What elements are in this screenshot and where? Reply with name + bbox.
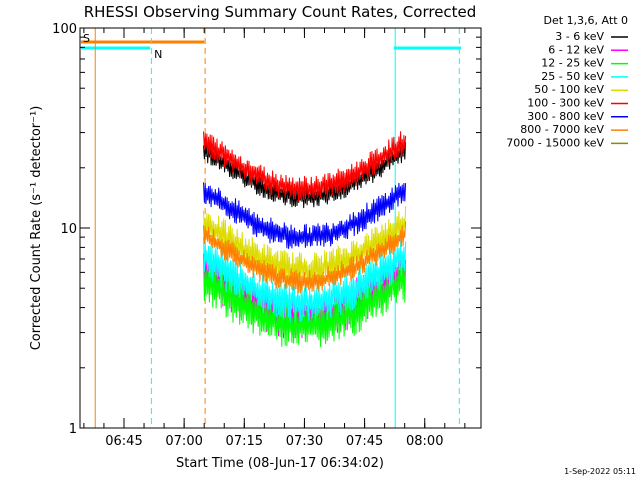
legend-label: 3 - 6 keV [555, 30, 604, 43]
legend-label: 100 - 300 keV [527, 97, 604, 110]
legend-label: 800 - 7000 keV [520, 123, 604, 136]
y-tick-label: 100 [52, 22, 77, 37]
legend-label: 50 - 100 keV [534, 83, 604, 96]
flag-label: N [154, 48, 162, 61]
legend-header: Det 1,3,6, Att 0 [544, 14, 628, 27]
series-line [203, 182, 407, 249]
legend-label: 25 - 50 keV [541, 70, 604, 83]
series-line [203, 131, 407, 202]
x-tick-label: 08:00 [406, 434, 443, 449]
series-line [203, 236, 407, 323]
legend-label: 300 - 800 keV [527, 110, 604, 123]
x-tick-label: 07:30 [286, 434, 323, 449]
y-tick-label: 1 [69, 422, 77, 437]
legend-label: 7000 - 15000 keV [506, 136, 604, 149]
x-tick-label: 07:00 [165, 434, 202, 449]
x-axis-label: Start Time (08-Jun-17 06:34:02) [176, 456, 384, 471]
series-line [203, 221, 407, 294]
chart-title: RHESSI Observing Summary Count Rates, Co… [84, 3, 477, 21]
x-tick-label: 07:45 [346, 434, 383, 449]
flag-label: S [83, 32, 90, 45]
x-tick-label: 06:45 [105, 434, 142, 449]
series-line [203, 258, 407, 348]
series-line [203, 206, 407, 288]
legend-label: 12 - 25 keV [541, 57, 604, 70]
legend-label: 6 - 12 keV [548, 43, 604, 56]
y-tick-label: 10 [60, 222, 77, 237]
x-tick-label: 07:15 [226, 434, 263, 449]
footer-timestamp: 1-Sep-2022 05:11 [564, 467, 636, 476]
y-axis-label: Corrected Count Rate (s⁻¹ detector⁻¹) [29, 106, 44, 351]
